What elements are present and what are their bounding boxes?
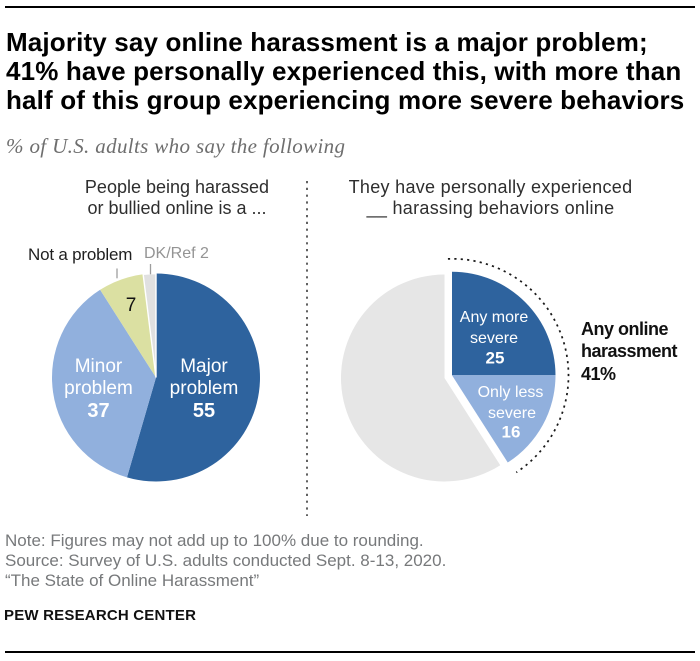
- svg-text:severe: severe: [488, 405, 536, 422]
- svg-text:Any more: Any more: [460, 309, 529, 326]
- svg-text:problem: problem: [170, 378, 239, 399]
- svg-text:7: 7: [126, 295, 137, 316]
- svg-text:25: 25: [486, 349, 505, 368]
- svg-text:16: 16: [502, 423, 521, 442]
- svg-text:Major: Major: [180, 356, 228, 377]
- svg-text:55: 55: [193, 400, 215, 422]
- svg-text:Minor: Minor: [75, 356, 123, 377]
- svg-text:Only less: Only less: [478, 384, 544, 401]
- svg-text:37: 37: [87, 400, 109, 422]
- svg-text:severe: severe: [470, 330, 518, 347]
- svg-text:problem: problem: [64, 378, 133, 399]
